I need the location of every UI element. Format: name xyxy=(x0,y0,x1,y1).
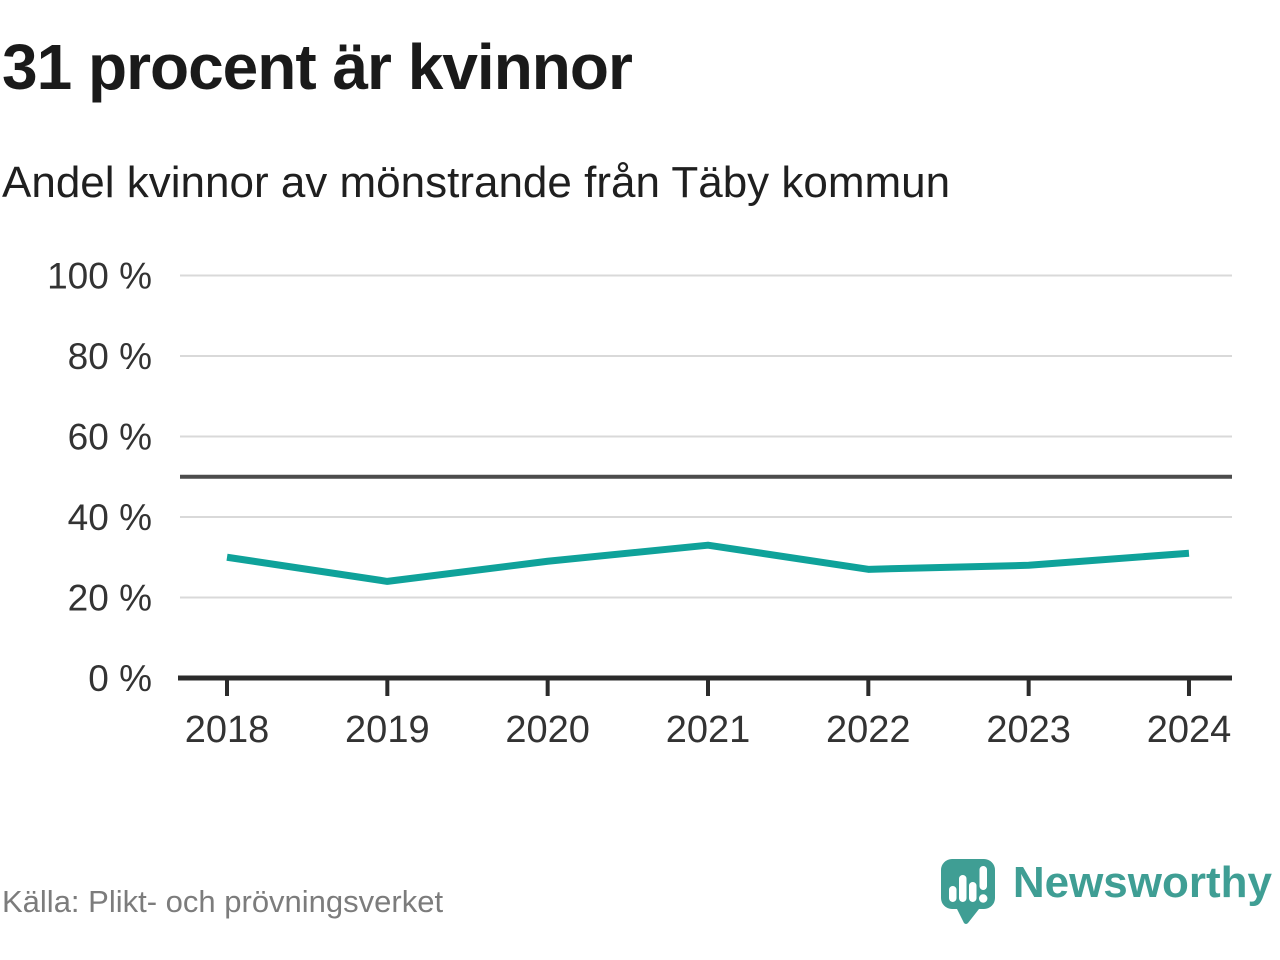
newsworthy-brand: Newsworthy xyxy=(940,858,1272,928)
newsworthy-pin-icon xyxy=(940,859,995,924)
series-line xyxy=(226,541,1190,585)
y-tick-label: 40 % xyxy=(68,497,152,538)
y-tick-label: 80 % xyxy=(68,336,152,377)
gridlines xyxy=(180,274,1232,599)
chart-subtitle: Andel kvinnor av mönstrande från Täby ko… xyxy=(2,158,951,207)
chart-title: 31 procent är kvinnor xyxy=(2,31,633,103)
newsworthy-logo-text: Newsworthy xyxy=(1012,858,1272,907)
x-axis-labels: 2018 2019 2020 2021 2022 2023 2024 xyxy=(185,709,1232,751)
y-tick-label: 60 % xyxy=(68,416,152,457)
x-tick-label: 2019 xyxy=(345,709,430,751)
x-axis-ticks xyxy=(225,680,1191,696)
x-tick-label: 2023 xyxy=(986,709,1071,751)
x-tick-label: 2024 xyxy=(1147,709,1232,751)
x-tick-label: 2022 xyxy=(826,709,911,751)
x-tick-label: 2018 xyxy=(185,709,270,751)
source-note: Källa: Plikt- och prövningsverket xyxy=(2,884,444,919)
x-tick-label: 2021 xyxy=(666,709,751,751)
y-tick-label: 20 % xyxy=(68,577,152,618)
exclamation-glyph xyxy=(978,866,988,903)
y-tick-label: 0 % xyxy=(88,658,152,699)
y-axis-labels: 0 % 20 % 40 % 60 % 80 % 100 % xyxy=(47,255,152,699)
data-line-series xyxy=(226,541,1190,585)
bar-chart-glyph xyxy=(948,875,977,902)
x-tick-label: 2020 xyxy=(505,709,590,751)
y-tick-label: 100 % xyxy=(47,255,152,296)
